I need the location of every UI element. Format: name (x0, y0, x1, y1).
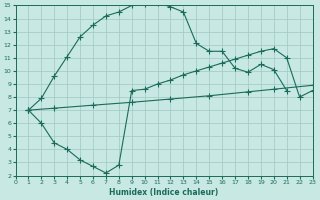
X-axis label: Humidex (Indice chaleur): Humidex (Indice chaleur) (109, 188, 219, 197)
